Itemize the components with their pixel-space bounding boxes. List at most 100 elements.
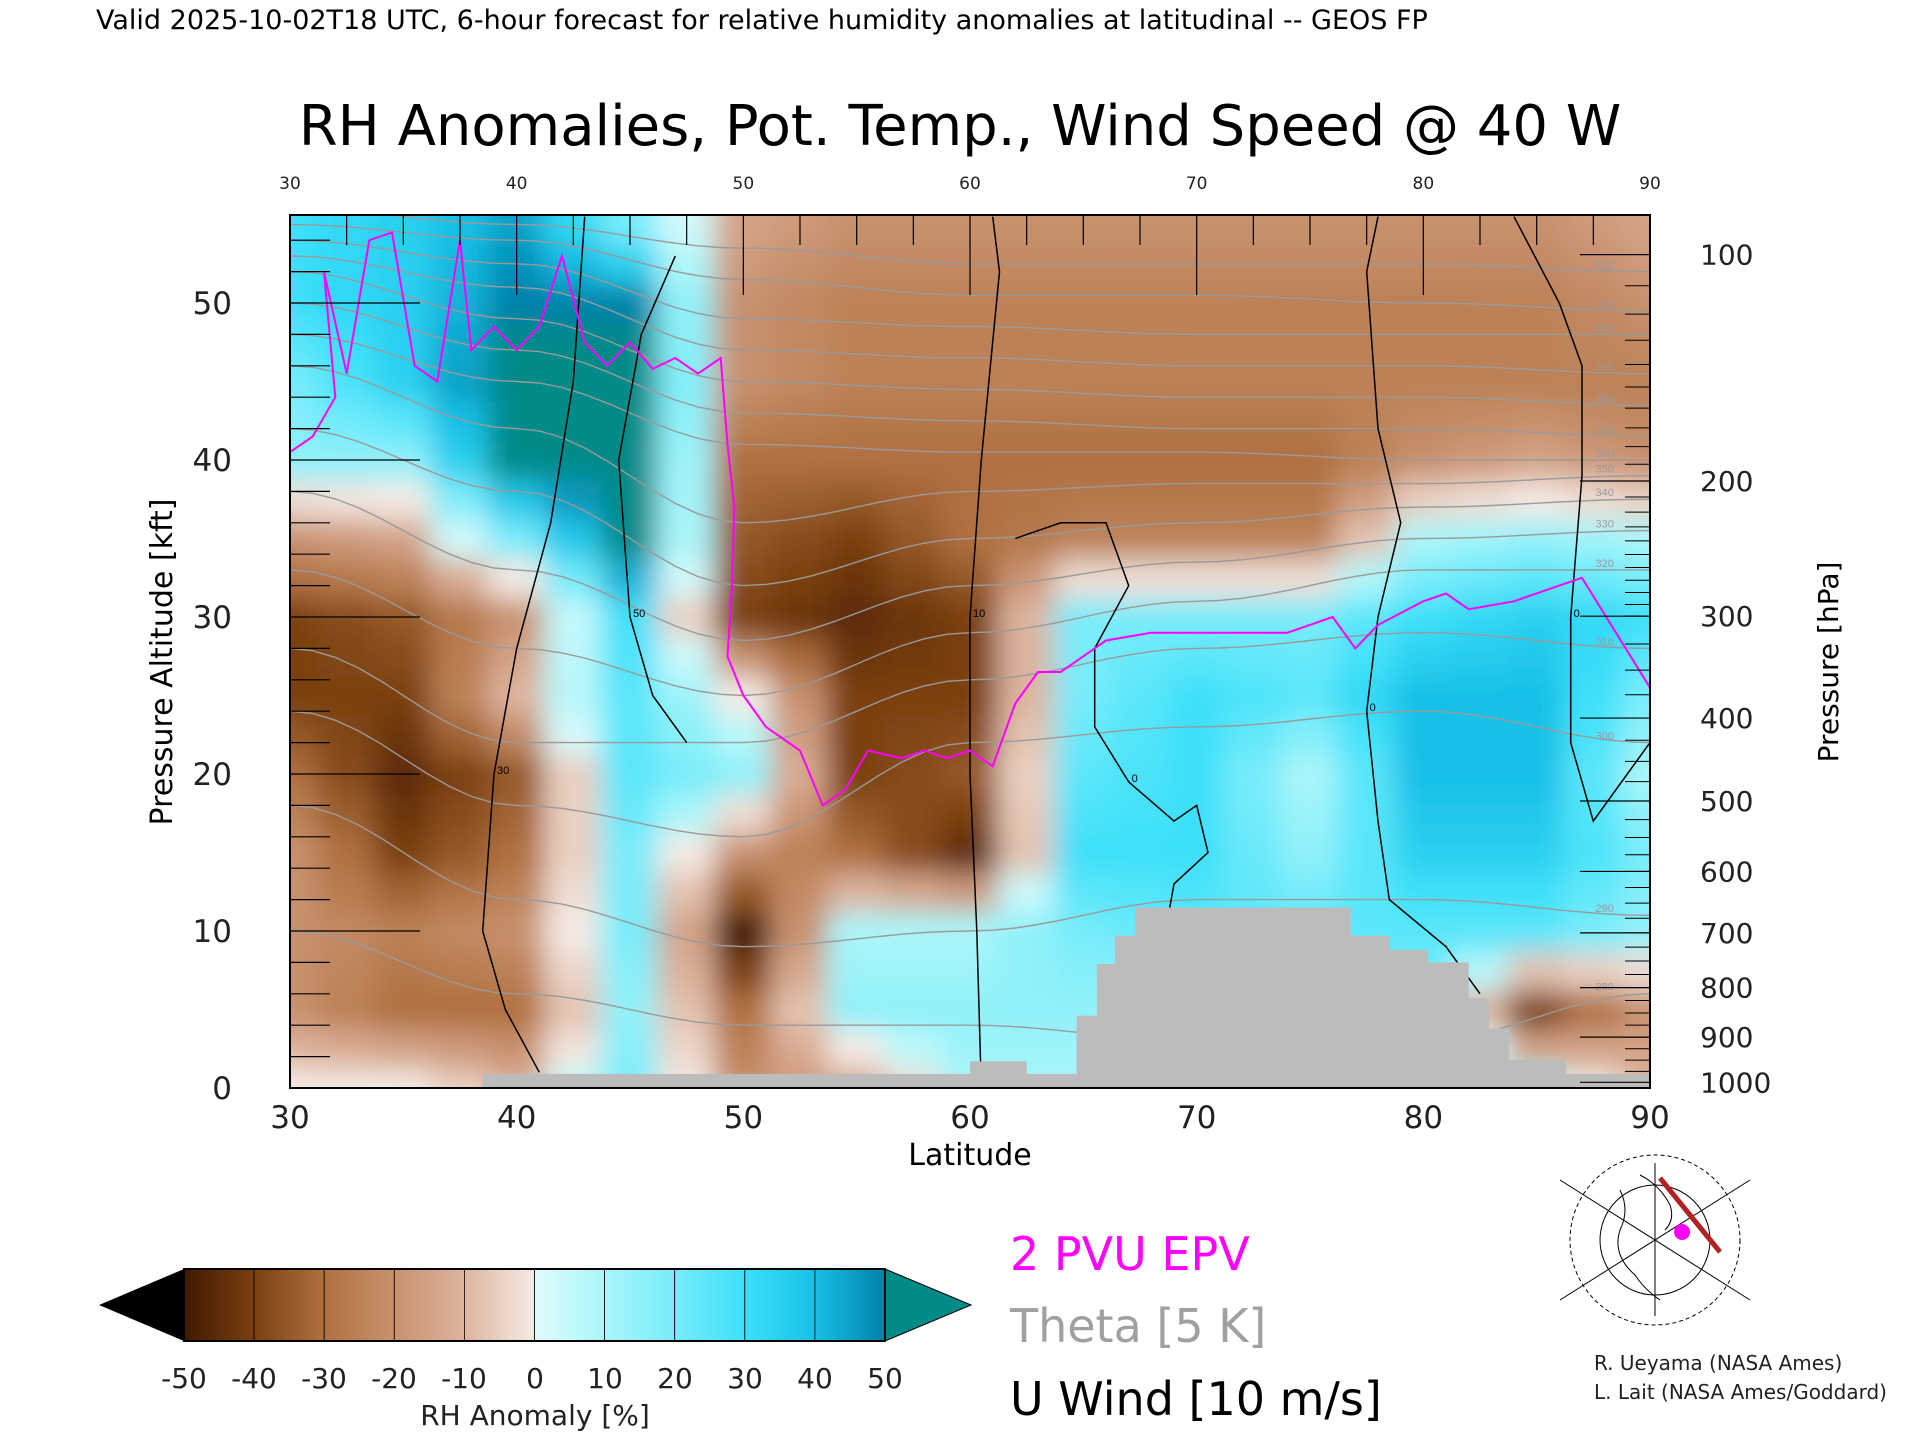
heatmap-cell <box>1564 635 1623 677</box>
heatmap-cell <box>657 910 716 952</box>
heatmap-cell <box>1167 596 1226 638</box>
heatmap-cell <box>317 831 376 874</box>
heatmap-cell <box>940 792 1000 834</box>
heatmap-cell <box>374 478 433 520</box>
heatmap-cell <box>1054 674 1113 717</box>
heatmap-cell <box>1620 831 1650 874</box>
heatmap-cell <box>940 949 1000 991</box>
heatmap-cell <box>317 400 376 442</box>
heatmap-cell <box>657 321 716 363</box>
heatmap-cell <box>487 910 546 952</box>
heatmap-cell <box>827 635 886 677</box>
heatmap-cell <box>827 360 886 403</box>
heatmap-cell <box>1224 360 1283 403</box>
heatmap-cell <box>1280 831 1340 874</box>
heatmap-cell <box>1280 557 1340 599</box>
heatmap-cell <box>290 988 320 1031</box>
heatmap-cell <box>940 831 1000 874</box>
heatmap-cell <box>487 439 546 481</box>
heatmap-cell <box>1564 1028 1623 1070</box>
u-wind-contour-label: 30 <box>497 765 509 777</box>
colorbar-tick-label: 10 <box>587 1362 623 1395</box>
heatmap-cell <box>884 871 943 913</box>
heatmap-cell <box>487 949 546 991</box>
top-x-tick-label: 50 <box>733 174 755 194</box>
u-wind-contour-label: 10 <box>973 608 985 620</box>
heatmap-cell <box>1507 596 1566 638</box>
heatmap-cell <box>770 400 830 442</box>
colorbar-tick-label: -30 <box>301 1362 347 1395</box>
heatmap-cell <box>1564 949 1623 991</box>
heatmap-cell <box>714 871 773 913</box>
colorbar-below-triangle <box>99 1269 184 1341</box>
heatmap-cell <box>884 910 943 952</box>
heatmap-cell <box>1280 282 1340 324</box>
heatmap-cell <box>1167 831 1226 874</box>
heatmap-cell <box>714 400 773 442</box>
heatmap-cell <box>884 988 943 1031</box>
y-axis-label: Pressure Altitude [kft] <box>145 499 180 826</box>
heatmap-cell <box>657 165 716 206</box>
colorbar-tick-label: 30 <box>727 1362 763 1395</box>
heatmap-cell <box>1110 831 1170 874</box>
heatmap-cell <box>1224 165 1283 206</box>
heatmap-cell <box>997 714 1056 756</box>
map-coastline <box>1617 1189 1661 1301</box>
heatmap-cell <box>1224 517 1283 560</box>
heatmap-cell <box>487 400 546 442</box>
heatmap-cell <box>1224 596 1283 638</box>
heatmap-cell <box>430 400 490 442</box>
heatmap-cell <box>430 1067 490 1088</box>
heatmap-cell <box>940 321 1000 363</box>
heatmap-cell <box>997 949 1056 991</box>
heatmap-cell <box>997 478 1056 520</box>
heatmap-cell <box>430 714 490 756</box>
heatmap-cell <box>317 321 376 363</box>
heatmap-cell <box>1110 282 1170 324</box>
top-x-tick-label: 70 <box>1186 174 1208 194</box>
heatmap-cell <box>430 596 490 638</box>
heatmap-cell <box>1054 478 1113 520</box>
u-wind-contour-label: 0 <box>1132 773 1138 785</box>
heatmap-cell <box>1564 988 1623 1031</box>
heatmap-cell <box>884 243 943 285</box>
theta-contour-label: 330 <box>1595 519 1613 531</box>
heatmap-cell <box>1337 871 1396 913</box>
heatmap-cell <box>827 243 886 285</box>
heatmap-cell <box>884 596 943 638</box>
pressure-tick-label: 400 <box>1700 702 1753 735</box>
colorbar-above-triangle <box>884 1268 973 1342</box>
heatmap-cell <box>544 753 603 795</box>
heatmap-cell <box>374 360 433 403</box>
heatmap-cell <box>1507 321 1566 363</box>
theta-contour-label: 300 <box>1595 730 1613 742</box>
heatmap-cell <box>544 714 603 756</box>
colorbar-segment <box>744 1268 816 1342</box>
heatmap-cell <box>1564 243 1623 285</box>
heatmap-cell <box>1677 636 1736 677</box>
heatmap-cell <box>374 400 433 442</box>
heatmap-cell <box>770 282 830 324</box>
y-tick-label: 10 <box>193 914 232 950</box>
heatmap-cell <box>1564 910 1623 952</box>
heatmap-cell <box>1337 478 1396 520</box>
heatmap-cell <box>544 910 603 952</box>
heatmap-cell <box>657 674 716 717</box>
theta-contour-360 <box>290 333 1650 461</box>
colorbar-tick-label: 50 <box>867 1362 903 1395</box>
heatmap-cell <box>1620 871 1650 913</box>
heatmap-cell <box>1280 635 1340 677</box>
location-dot <box>1674 1224 1690 1240</box>
pressure-tick-label: 100 <box>1700 239 1753 272</box>
heatmap-cell <box>1224 831 1283 874</box>
heatmap-cell <box>1507 674 1566 717</box>
heatmap-cell <box>600 282 660 324</box>
heatmap-cell <box>1280 792 1340 834</box>
heatmap-cell <box>601 165 660 206</box>
heatmap-cell <box>1507 400 1566 442</box>
heatmap-cell <box>1507 792 1566 834</box>
heatmap-cell <box>544 517 603 560</box>
heatmap-cell <box>544 165 603 206</box>
heatmap-cell <box>1337 596 1396 638</box>
heatmap-cell <box>374 243 433 285</box>
